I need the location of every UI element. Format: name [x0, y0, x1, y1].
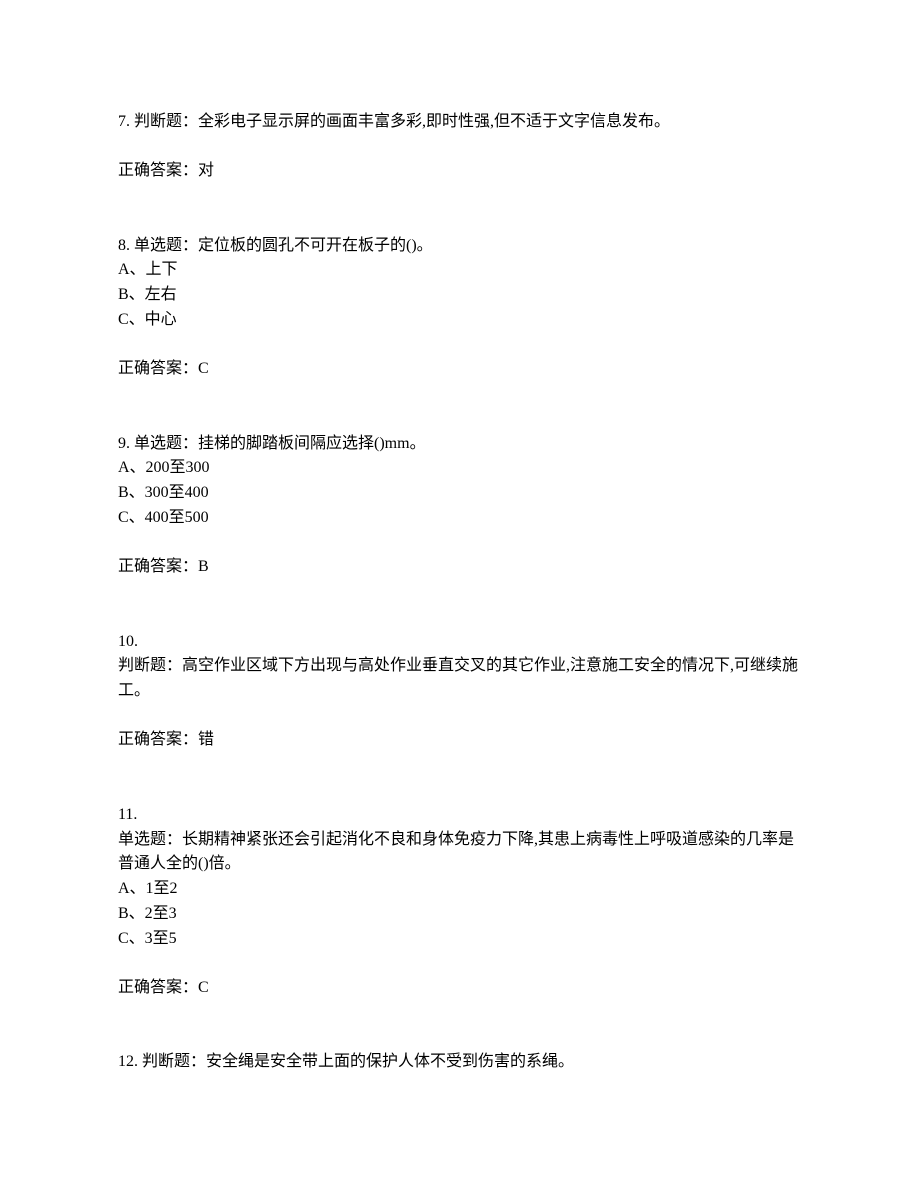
question-number: 8. — [118, 237, 130, 254]
answer-value: 对 — [198, 162, 214, 179]
answer-value: C — [198, 360, 209, 377]
question-number: 7. — [118, 113, 130, 130]
question-block: 8. 单选题：定位板的圆孔不可开在板子的()。 A、上下 B、左右 C、中心 正… — [118, 234, 802, 382]
question-text: 高空作业区域下方出现与高处作业垂直交叉的其它作业,注意施工安全的情况下,可继续施… — [118, 657, 798, 699]
question-text: 安全绳是安全带上面的保护人体不受到伤害的系绳。 — [206, 1053, 574, 1070]
answer-line: 正确答案：B — [118, 555, 802, 580]
question-stem: 9. 单选题：挂梯的脚踏板间隔应选择()mm。 — [118, 432, 802, 457]
question-number-line: 10. — [118, 630, 802, 655]
question-number: 9. — [118, 435, 130, 452]
answer-label: 正确答案： — [118, 162, 198, 179]
question-stem: 8. 单选题：定位板的圆孔不可开在板子的()。 — [118, 234, 802, 259]
question-text: 长期精神紧张还会引起消化不良和身体免疫力下降,其患上病毒性上呼吸道感染的几率是普… — [118, 831, 794, 873]
answer-label: 正确答案： — [118, 558, 198, 575]
question-text: 挂梯的脚踏板间隔应选择()mm。 — [198, 435, 426, 452]
answer-line: 正确答案：C — [118, 976, 802, 1001]
answer-label: 正确答案： — [118, 979, 198, 996]
option-c: C、3至5 — [118, 927, 802, 952]
question-type: 判断题： — [142, 1053, 206, 1070]
question-type: 单选题： — [134, 435, 198, 452]
question-type: 判断题： — [118, 657, 182, 674]
answer-line: 正确答案：错 — [118, 728, 802, 753]
question-block: 10. 判断题：高空作业区域下方出现与高处作业垂直交叉的其它作业,注意施工安全的… — [118, 630, 802, 753]
question-stem: 单选题：长期精神紧张还会引起消化不良和身体免疫力下降,其患上病毒性上呼吸道感染的… — [118, 828, 802, 878]
option-a: A、200至300 — [118, 456, 802, 481]
question-number: 12. — [118, 1053, 138, 1070]
question-block: 9. 单选题：挂梯的脚踏板间隔应选择()mm。 A、200至300 B、300至… — [118, 432, 802, 580]
question-block: 12. 判断题：安全绳是安全带上面的保护人体不受到伤害的系绳。 — [118, 1050, 802, 1075]
answer-label: 正确答案： — [118, 731, 198, 748]
answer-value: 错 — [198, 731, 214, 748]
question-stem: 7. 判断题：全彩电子显示屏的画面丰富多彩,即时性强,但不适于文字信息发布。 — [118, 110, 802, 135]
question-type: 单选题： — [134, 237, 198, 254]
question-stem: 12. 判断题：安全绳是安全带上面的保护人体不受到伤害的系绳。 — [118, 1050, 802, 1075]
answer-line: 正确答案：对 — [118, 159, 802, 184]
answer-value: C — [198, 979, 209, 996]
option-b: B、2至3 — [118, 902, 802, 927]
option-a: A、1至2 — [118, 877, 802, 902]
question-type: 判断题： — [134, 113, 198, 130]
option-c: C、中心 — [118, 308, 802, 333]
answer-line: 正确答案：C — [118, 357, 802, 382]
question-block: 7. 判断题：全彩电子显示屏的画面丰富多彩,即时性强,但不适于文字信息发布。 正… — [118, 110, 802, 184]
question-text: 全彩电子显示屏的画面丰富多彩,即时性强,但不适于文字信息发布。 — [198, 113, 670, 130]
question-stem: 判断题：高空作业区域下方出现与高处作业垂直交叉的其它作业,注意施工安全的情况下,… — [118, 654, 802, 704]
option-a: A、上下 — [118, 258, 802, 283]
answer-label: 正确答案： — [118, 360, 198, 377]
option-c: C、400至500 — [118, 506, 802, 531]
option-b: B、300至400 — [118, 481, 802, 506]
option-b: B、左右 — [118, 283, 802, 308]
question-block: 11. 单选题：长期精神紧张还会引起消化不良和身体免疫力下降,其患上病毒性上呼吸… — [118, 803, 802, 1001]
question-type: 单选题： — [118, 831, 182, 848]
question-number-line: 11. — [118, 803, 802, 828]
answer-value: B — [198, 558, 209, 575]
question-text: 定位板的圆孔不可开在板子的()。 — [198, 237, 433, 254]
